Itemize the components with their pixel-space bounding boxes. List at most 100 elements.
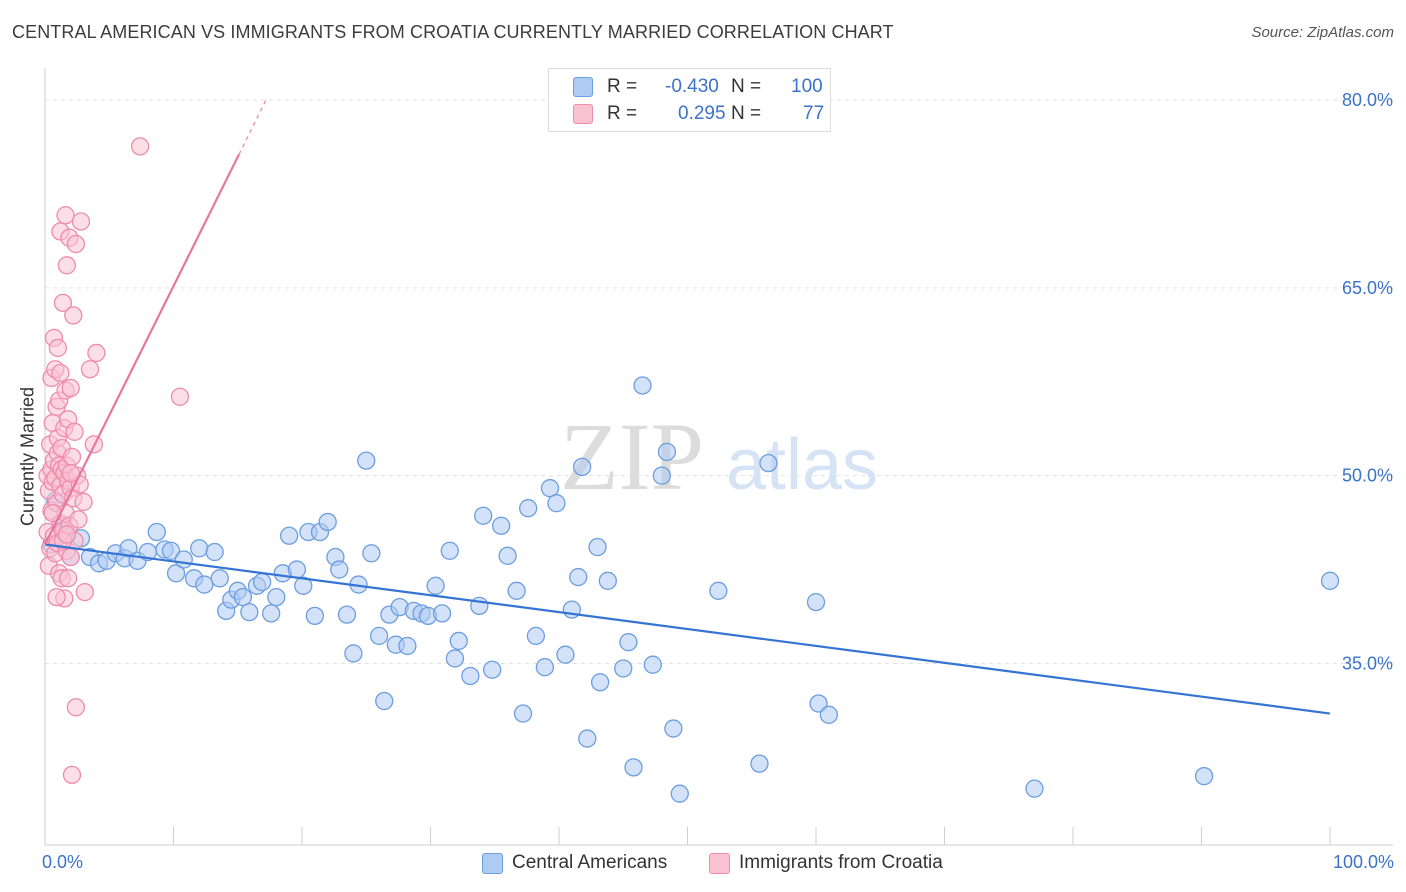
bottom-legend-label: Central Americans: [512, 852, 668, 873]
data-point: [57, 256, 76, 275]
x-tick-label-min: 0.0%: [42, 852, 84, 872]
data-point: [195, 575, 214, 594]
series-central-americans: [42, 376, 1340, 803]
trend-lines: [44, 99, 1331, 715]
legend-n-value: 100: [791, 76, 823, 97]
watermark-atlas: atlas: [726, 425, 878, 505]
data-point: [56, 206, 75, 225]
data-point: [65, 422, 84, 441]
data-point: [147, 522, 166, 542]
data-point: [643, 655, 662, 674]
legend-r-value: 0.295: [678, 103, 726, 124]
data-point: [483, 660, 502, 679]
data-point: [588, 537, 607, 557]
data-point: [57, 525, 76, 544]
source-label: Source: ZipAtlas.com: [1251, 24, 1394, 41]
data-point: [670, 784, 689, 803]
data-point: [53, 293, 73, 313]
data-point: [48, 338, 67, 358]
data-point: [357, 451, 376, 470]
data-point: [535, 658, 555, 677]
legend-r-value: -0.430: [665, 76, 719, 97]
data-point: [205, 542, 224, 562]
data-point: [161, 541, 181, 560]
data-point: [61, 547, 80, 567]
x-tick-label-max: 100.0%: [1332, 852, 1394, 872]
data-point: [87, 343, 106, 363]
data-point: [556, 645, 575, 664]
watermark-zip: ZIP: [560, 403, 704, 510]
series-immigrants-from-croatia: [38, 137, 190, 785]
data-point: [492, 516, 511, 535]
legend-r-label: R =: [607, 76, 638, 97]
data-point: [461, 666, 480, 686]
data-point: [432, 604, 452, 623]
data-point: [119, 539, 138, 558]
data-point: [569, 567, 588, 587]
chart-title: CENTRAL AMERICAN VS IMMIGRANTS FROM CROA…: [12, 22, 894, 42]
data-point: [233, 587, 253, 607]
legend-swatch-pink: [573, 104, 593, 124]
data-point: [519, 499, 538, 518]
data-point: [547, 494, 566, 513]
data-point: [375, 691, 394, 711]
data-point: [330, 560, 349, 579]
data-point: [1320, 571, 1340, 590]
data-point: [362, 544, 381, 563]
trend-line-extension: [238, 99, 267, 155]
legend-n-label: N =: [731, 76, 762, 97]
trend-line: [44, 153, 241, 546]
data-point: [337, 605, 357, 624]
data-point: [652, 466, 671, 485]
data-point: [1194, 766, 1214, 786]
data-point: [210, 569, 229, 588]
data-point: [47, 587, 66, 607]
y-tick-label: 50.0%: [1342, 466, 1393, 486]
data-point: [130, 137, 150, 156]
data-point: [1025, 779, 1044, 798]
data-point: [664, 719, 683, 738]
data-point: [318, 512, 337, 532]
watermark: ZIP atlas: [560, 403, 878, 510]
data-point: [344, 644, 363, 663]
data-point: [62, 765, 82, 785]
data-point: [71, 212, 91, 231]
bottom-legend-swatch-blue: [482, 853, 503, 874]
data-point: [474, 506, 493, 525]
data-point: [61, 463, 80, 483]
data-point: [540, 479, 560, 498]
data-point: [614, 659, 633, 678]
data-point: [174, 550, 193, 569]
data-point: [262, 604, 281, 623]
legend-n-label: N =: [731, 103, 762, 124]
axes: [44, 68, 1393, 846]
data-point: [507, 581, 526, 600]
data-point: [58, 569, 78, 588]
data-point: [369, 626, 389, 646]
y-tick-label: 80.0%: [1342, 90, 1393, 110]
data-point: [74, 492, 93, 512]
data-point: [572, 457, 592, 477]
data-point: [253, 572, 272, 592]
data-point: [426, 576, 445, 595]
data-point: [598, 571, 617, 590]
data-point: [619, 633, 638, 652]
data-point: [267, 587, 286, 607]
data-point: [66, 698, 85, 717]
legend-r-label: R =: [607, 103, 638, 124]
data-point: [75, 582, 94, 602]
data-point: [294, 576, 313, 595]
data-point: [445, 649, 465, 668]
data-point: [62, 447, 82, 467]
data-point: [440, 541, 459, 560]
data-point: [750, 754, 769, 773]
legend-n-value: 77: [803, 103, 825, 124]
data-point: [526, 626, 546, 646]
data-point: [633, 376, 652, 395]
data-point: [287, 560, 307, 579]
data-point: [51, 363, 70, 383]
data-point: [66, 234, 85, 254]
data-point: [498, 546, 517, 565]
data-point: [64, 306, 83, 325]
